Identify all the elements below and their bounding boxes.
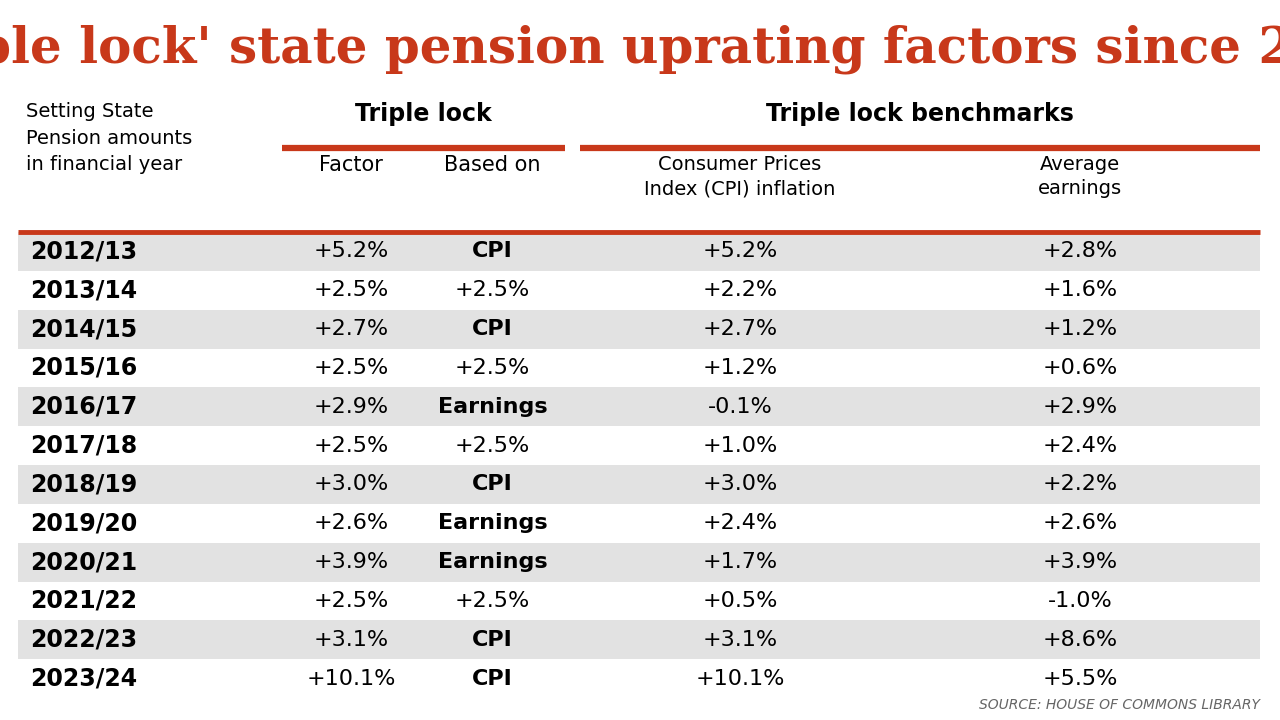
Text: Setting State
Pension amounts
in financial year: Setting State Pension amounts in financi…: [26, 102, 192, 174]
Text: Earnings: Earnings: [438, 552, 548, 572]
Text: +2.5%: +2.5%: [454, 358, 530, 378]
Bar: [18, 426, 1260, 465]
Text: +3.0%: +3.0%: [314, 474, 389, 495]
Text: +2.6%: +2.6%: [314, 513, 389, 534]
Bar: [18, 271, 1260, 310]
Text: 2017/18: 2017/18: [29, 433, 137, 458]
Text: +2.9%: +2.9%: [1042, 397, 1117, 417]
Text: CPI: CPI: [472, 474, 513, 495]
Text: +5.2%: +5.2%: [314, 241, 389, 261]
Text: 2018/19: 2018/19: [29, 472, 137, 496]
Text: +2.4%: +2.4%: [1042, 436, 1117, 456]
Text: +10.1%: +10.1%: [306, 669, 396, 688]
Text: +2.4%: +2.4%: [703, 513, 777, 534]
Text: CPI: CPI: [472, 669, 513, 688]
Text: 2015/16: 2015/16: [29, 356, 137, 380]
Text: 2016/17: 2016/17: [29, 395, 137, 419]
Text: +2.6%: +2.6%: [1042, 513, 1117, 534]
Text: Earnings: Earnings: [438, 513, 548, 534]
Bar: [18, 465, 1260, 504]
Text: +2.7%: +2.7%: [314, 319, 389, 339]
Text: +5.5%: +5.5%: [1042, 669, 1117, 688]
Text: +1.6%: +1.6%: [1042, 280, 1117, 300]
Text: Triple lock: Triple lock: [355, 102, 492, 126]
Text: +2.5%: +2.5%: [314, 358, 389, 378]
Text: Triple lock benchmarks: Triple lock benchmarks: [765, 102, 1074, 126]
Text: +0.6%: +0.6%: [1042, 358, 1117, 378]
Text: +2.5%: +2.5%: [454, 280, 530, 300]
Text: +5.2%: +5.2%: [703, 241, 778, 261]
Text: +2.8%: +2.8%: [1042, 241, 1117, 261]
Text: CPI: CPI: [472, 630, 513, 649]
Text: +2.2%: +2.2%: [703, 280, 777, 300]
Text: CPI: CPI: [472, 319, 513, 339]
Text: -0.1%: -0.1%: [708, 397, 772, 417]
Text: 2022/23: 2022/23: [29, 628, 137, 652]
Text: 2012/13: 2012/13: [29, 240, 137, 264]
Text: +0.5%: +0.5%: [703, 591, 778, 611]
Bar: [18, 660, 1260, 698]
Bar: [18, 232, 1260, 271]
Bar: [18, 348, 1260, 387]
Text: +10.1%: +10.1%: [695, 669, 785, 688]
Bar: [18, 543, 1260, 582]
Text: +3.1%: +3.1%: [314, 630, 389, 649]
Text: Average
earnings: Average earnings: [1038, 155, 1123, 198]
Bar: [18, 310, 1260, 348]
Text: Factor: Factor: [319, 155, 383, 175]
Text: +1.2%: +1.2%: [1042, 319, 1117, 339]
Bar: [18, 387, 1260, 426]
Text: Based on: Based on: [444, 155, 540, 175]
Text: CPI: CPI: [472, 241, 513, 261]
Text: +1.7%: +1.7%: [703, 552, 777, 572]
Text: +1.2%: +1.2%: [703, 358, 777, 378]
Text: Consumer Prices
Index (CPI) inflation: Consumer Prices Index (CPI) inflation: [644, 155, 836, 198]
Text: +3.1%: +3.1%: [703, 630, 777, 649]
Bar: [18, 582, 1260, 621]
Text: Earnings: Earnings: [438, 397, 548, 417]
Text: +2.5%: +2.5%: [314, 436, 389, 456]
Text: +1.0%: +1.0%: [703, 436, 778, 456]
Text: +2.7%: +2.7%: [703, 319, 777, 339]
Text: 2019/20: 2019/20: [29, 511, 137, 535]
Text: 2020/21: 2020/21: [29, 550, 137, 574]
Text: +2.5%: +2.5%: [314, 280, 389, 300]
Text: +2.5%: +2.5%: [314, 591, 389, 611]
Text: +2.9%: +2.9%: [314, 397, 389, 417]
Text: +2.5%: +2.5%: [454, 436, 530, 456]
Text: +3.9%: +3.9%: [1042, 552, 1117, 572]
Text: +2.5%: +2.5%: [454, 591, 530, 611]
Bar: [18, 504, 1260, 543]
Text: +3.9%: +3.9%: [314, 552, 389, 572]
Bar: [18, 621, 1260, 660]
Text: +3.0%: +3.0%: [703, 474, 778, 495]
Text: SOURCE: HOUSE OF COMMONS LIBRARY: SOURCE: HOUSE OF COMMONS LIBRARY: [979, 698, 1260, 712]
Text: 2021/22: 2021/22: [29, 589, 137, 613]
Text: +8.6%: +8.6%: [1042, 630, 1117, 649]
Text: 'Triple lock' state pension uprating factors since 2012: 'Triple lock' state pension uprating fac…: [0, 25, 1280, 74]
Text: 2013/14: 2013/14: [29, 278, 137, 302]
Text: -1.0%: -1.0%: [1047, 591, 1112, 611]
Text: +2.2%: +2.2%: [1042, 474, 1117, 495]
Text: 2023/24: 2023/24: [29, 667, 137, 690]
Text: 2014/15: 2014/15: [29, 317, 137, 341]
